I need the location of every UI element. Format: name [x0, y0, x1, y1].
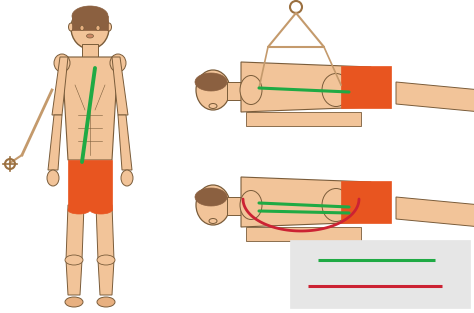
Ellipse shape [72, 6, 108, 26]
Ellipse shape [65, 297, 83, 307]
Ellipse shape [80, 25, 84, 30]
Polygon shape [118, 115, 132, 170]
Polygon shape [98, 260, 114, 295]
Ellipse shape [96, 25, 100, 30]
Polygon shape [68, 160, 112, 210]
Ellipse shape [121, 170, 133, 186]
Polygon shape [66, 260, 82, 295]
Polygon shape [48, 115, 62, 170]
Ellipse shape [68, 206, 90, 214]
Polygon shape [96, 205, 114, 260]
Polygon shape [396, 197, 474, 227]
Ellipse shape [97, 297, 115, 307]
Ellipse shape [86, 34, 93, 38]
Polygon shape [341, 181, 391, 223]
Ellipse shape [240, 75, 262, 105]
Bar [82, 44, 98, 58]
Polygon shape [341, 66, 391, 108]
Ellipse shape [209, 104, 217, 109]
Bar [290, 240, 470, 308]
Polygon shape [241, 177, 371, 227]
Bar [72, 16, 108, 30]
Polygon shape [52, 57, 68, 115]
Bar [227, 197, 241, 215]
Ellipse shape [240, 191, 262, 219]
Ellipse shape [69, 23, 73, 31]
Ellipse shape [47, 170, 59, 186]
Ellipse shape [110, 54, 126, 72]
Ellipse shape [90, 206, 112, 214]
Ellipse shape [196, 185, 230, 225]
Ellipse shape [195, 73, 227, 91]
Ellipse shape [97, 255, 115, 265]
Polygon shape [62, 57, 118, 160]
Ellipse shape [65, 255, 83, 265]
Polygon shape [246, 112, 361, 126]
Ellipse shape [195, 188, 227, 206]
Polygon shape [396, 82, 474, 112]
Ellipse shape [322, 74, 350, 106]
Ellipse shape [54, 54, 70, 72]
Bar [227, 82, 241, 100]
Ellipse shape [322, 188, 350, 222]
Polygon shape [112, 57, 128, 115]
Polygon shape [241, 62, 371, 112]
Polygon shape [66, 205, 84, 260]
Ellipse shape [196, 70, 230, 110]
Ellipse shape [209, 218, 217, 223]
Polygon shape [246, 227, 361, 241]
Ellipse shape [71, 7, 109, 49]
Ellipse shape [107, 23, 111, 31]
